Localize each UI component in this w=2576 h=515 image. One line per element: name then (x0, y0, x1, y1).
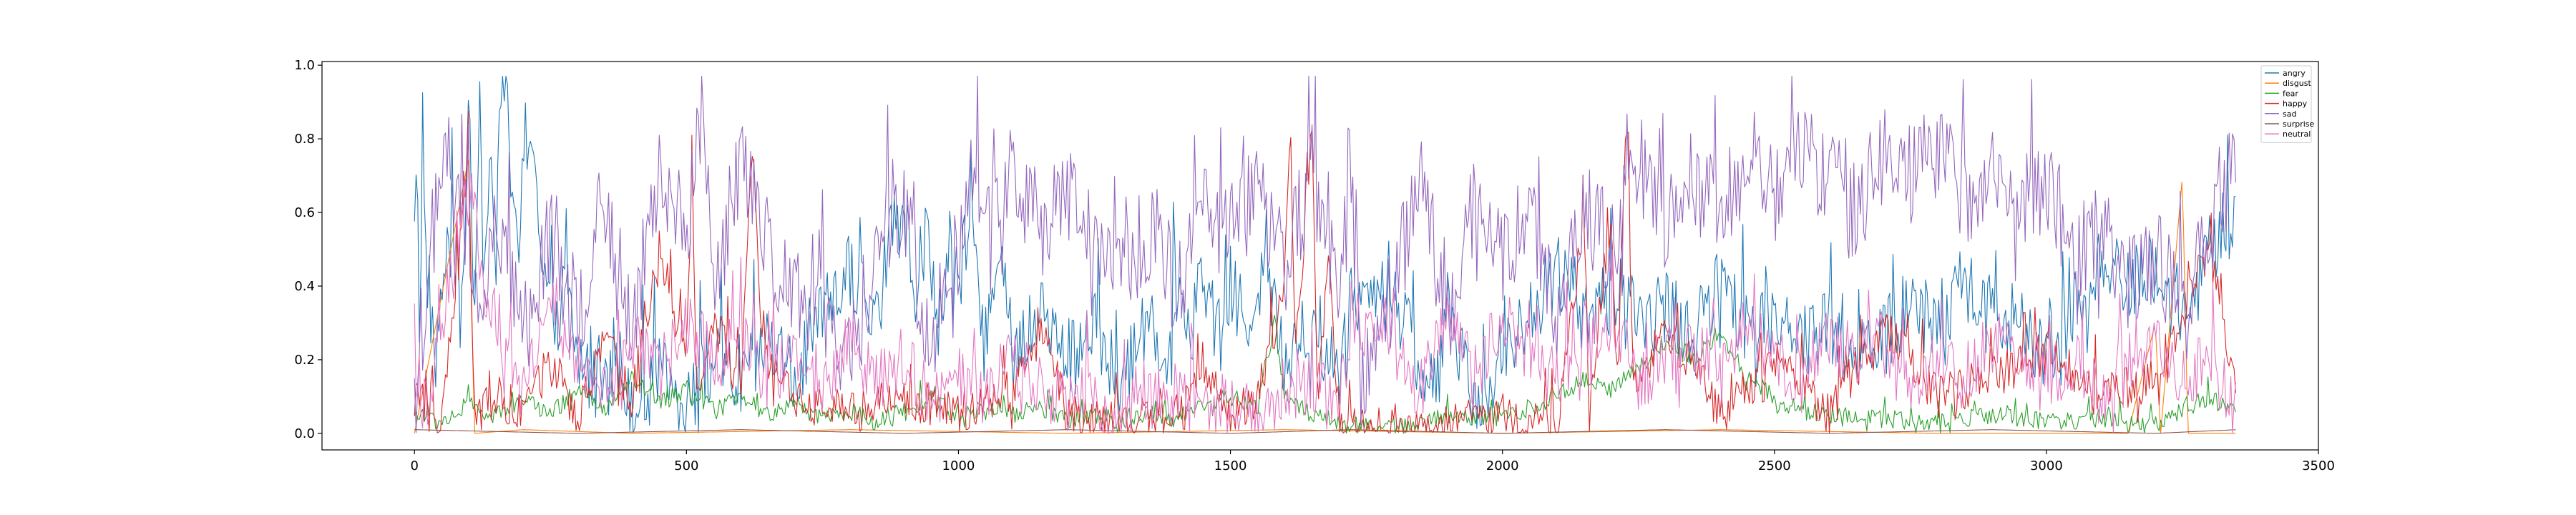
legend-label-neutral: neutral (2283, 129, 2311, 139)
x-tick-label: 0 (411, 458, 419, 474)
x-tick-label: 1500 (1214, 458, 1247, 474)
series-line-fear (414, 315, 2236, 434)
legend-label-sad: sad (2283, 109, 2296, 119)
y-tick-label: 0.4 (294, 279, 315, 294)
x-tick-label: 2500 (1758, 458, 1791, 474)
series-line-neutral (414, 173, 2236, 434)
y-axis: 0.0 0.2 0.4 0.6 0.8 1.0 (294, 58, 322, 441)
plot-frame (321, 61, 2319, 451)
y-tick-label: 0.2 (294, 353, 315, 368)
y-tick-label: 0.6 (294, 205, 315, 220)
series-layer (414, 76, 2236, 434)
x-tick-label: 3000 (2030, 458, 2063, 474)
x-tick-label: 1000 (942, 458, 975, 474)
y-tick-label: 0.8 (294, 132, 315, 147)
legend-label-surprise: surprise (2283, 119, 2315, 129)
series-line-surprise (414, 429, 2236, 434)
x-tick-label: 2000 (1486, 458, 1519, 474)
series-line-angry (414, 76, 2236, 433)
x-tick-label: 3500 (2302, 458, 2335, 474)
x-axis: 0 500 1000 1500 2000 2500 3000 3500 (411, 450, 2335, 474)
legend-label-happy: happy (2283, 99, 2308, 109)
legend-label-fear: fear (2283, 89, 2298, 98)
y-tick-label: 1.0 (294, 58, 315, 73)
series-line-sad (414, 76, 2236, 433)
legend-label-disgust: disgust (2283, 79, 2311, 88)
plot-background (322, 62, 2318, 450)
legend-label-angry: angry (2283, 69, 2306, 78)
x-tick-label: 500 (674, 458, 698, 474)
y-tick-label: 0.0 (294, 426, 315, 441)
series-line-happy (414, 110, 2236, 434)
